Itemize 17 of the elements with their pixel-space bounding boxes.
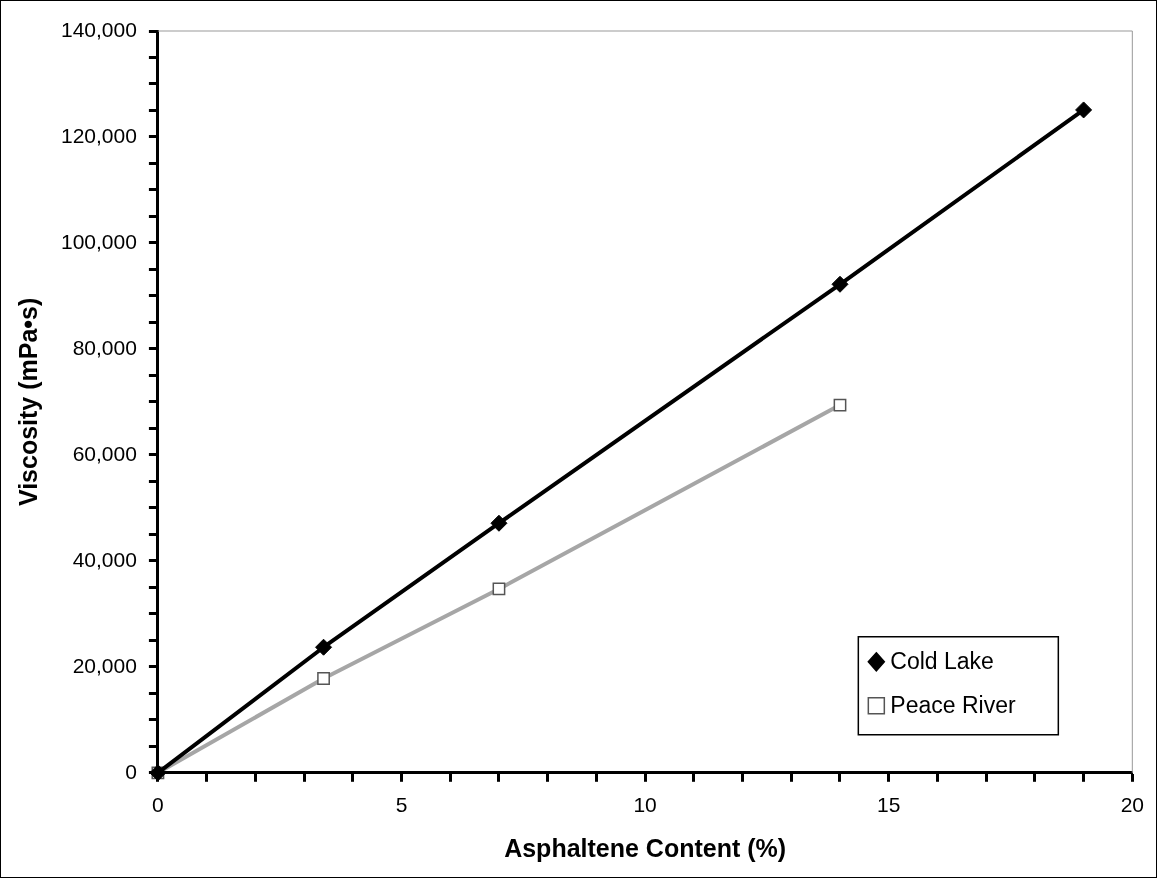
- y-tick-label: 0: [125, 759, 137, 783]
- y-tick-label: 40,000: [72, 547, 137, 571]
- y-tick-label: 20,000: [72, 653, 137, 677]
- x-tick-label: 20: [1120, 793, 1144, 817]
- y-tick-label: 100,000: [60, 229, 137, 253]
- x-tick-label: 0: [152, 793, 164, 817]
- x-tick-label: 10: [633, 793, 657, 817]
- y-tick-label: 80,000: [72, 335, 137, 359]
- legend-label: Peace River: [890, 692, 1016, 719]
- x-tick-label: 15: [877, 793, 901, 817]
- y-axis-title: Viscosity (mPa•s): [13, 297, 42, 507]
- legend-label: Cold Lake: [890, 648, 994, 675]
- x-axis-title: Asphaltene Content (%): [504, 833, 787, 862]
- x-tick-label: 5: [395, 793, 408, 817]
- y-tick-label: 120,000: [60, 123, 137, 147]
- y-tick-label: 140,000: [60, 17, 137, 41]
- y-tick-label: 60,000: [72, 441, 137, 465]
